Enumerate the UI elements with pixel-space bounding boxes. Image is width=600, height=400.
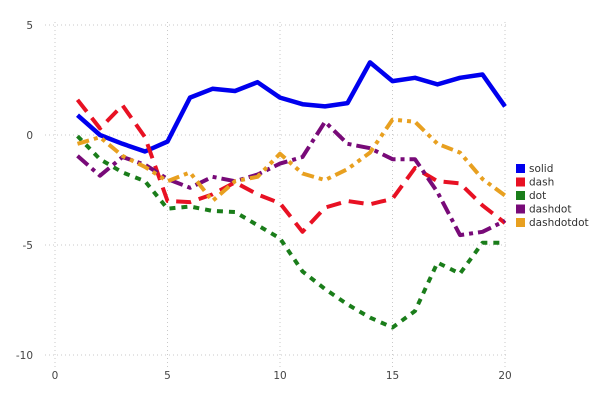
legend-item-solid: solid xyxy=(516,163,553,175)
x-tick-labels: 0 5 10 15 20 xyxy=(52,370,512,382)
x-tick-label-15: 15 xyxy=(386,370,399,382)
legend-label-dashdot: dashdot xyxy=(529,204,571,216)
legend-label-dashdotdot: dashdotdot xyxy=(529,217,589,229)
series-lines xyxy=(75,60,507,330)
legend-item-dash: dash xyxy=(516,177,554,189)
x-tick-label-20: 20 xyxy=(498,370,511,382)
legend-label-solid: solid xyxy=(529,163,553,175)
legend-item-dashdot: dashdot xyxy=(516,204,571,216)
legend-label-dot: dot xyxy=(529,190,546,202)
legend-item-dot: dot xyxy=(516,190,546,202)
series-line-dash xyxy=(75,98,507,234)
legend-swatch-dot-icon xyxy=(516,191,525,200)
legend-label-dash: dash xyxy=(529,177,554,189)
legend-swatch-solid-icon xyxy=(516,164,525,173)
y-tick-label-0: 0 xyxy=(26,130,33,142)
legend-swatch-dashdot-icon xyxy=(516,204,525,214)
series-line-dashdot xyxy=(76,119,506,238)
series-line-solid xyxy=(76,60,507,154)
y-tick-label-5: 5 xyxy=(26,20,33,32)
y-tick-label--10: -10 xyxy=(16,350,33,362)
legend-item-dashdotdot: dashdotdot xyxy=(516,217,589,229)
legend-swatch-dash-icon xyxy=(516,177,525,187)
series-line-dashdotdot xyxy=(76,117,507,203)
legend-swatch-dashdotdot-icon xyxy=(516,218,525,227)
x-tick-label-5: 5 xyxy=(164,370,171,382)
series-line-dot xyxy=(76,134,505,330)
x-tick-label-10: 10 xyxy=(273,370,286,382)
x-tick-label-0: 0 xyxy=(52,370,59,382)
y-tick-label--5: -5 xyxy=(23,240,33,252)
y-tick-labels: 5 0 -5 -10 xyxy=(16,20,33,362)
